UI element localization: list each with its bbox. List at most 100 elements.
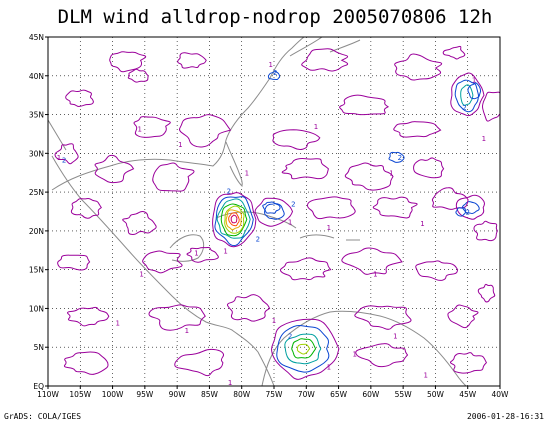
- y-tick-label: 10N: [29, 304, 44, 313]
- coast-south-america: [261, 310, 467, 386]
- contour-level-1: [442, 45, 466, 60]
- contour-hurricane-core-1: [212, 192, 257, 248]
- y-axis-ticks: EQ 5N 10N 15N 20N 25N 30N 35N 40N 45N: [29, 33, 48, 391]
- contour-itcz-max-5: [296, 343, 311, 355]
- contour-level-2: [455, 207, 467, 217]
- contour-level-1: [372, 196, 418, 219]
- contour-level-1: [133, 116, 171, 138]
- y-tick-label: 40N: [29, 72, 44, 81]
- contour-itcz-max-2: [276, 325, 330, 373]
- contour-label: 1: [272, 317, 276, 325]
- coast-us-gulf: [51, 37, 305, 191]
- contour-level-1: [272, 129, 321, 151]
- contour-label: 1: [269, 61, 273, 69]
- contour-hurricane-core-2: [214, 196, 254, 247]
- contour-hurricane-core-3: [216, 198, 251, 239]
- contour-level-1: [94, 154, 135, 184]
- contour-level-1: [341, 247, 403, 275]
- contour-label: 1: [472, 77, 476, 85]
- y-tick-label: 15N: [29, 266, 44, 275]
- y-tick-label: 45N: [29, 33, 44, 42]
- y-tick-label: EQ: [33, 382, 44, 391]
- contour-label: 1: [352, 350, 356, 358]
- x-tick-label: 110W: [37, 390, 59, 399]
- contour-label: 1: [185, 327, 189, 335]
- contour-label: 2: [288, 333, 292, 341]
- contour-label: 2: [62, 157, 66, 165]
- contour-level-1: [413, 157, 445, 179]
- contour-itcz-max-3: [284, 333, 322, 365]
- contour-level-1: [65, 89, 94, 107]
- contour-north-atlantic-max-1: [450, 72, 485, 117]
- x-tick-label: 85W: [201, 390, 219, 399]
- x-tick-label: 70W: [298, 390, 316, 399]
- contour-label: 2: [273, 69, 277, 77]
- x-tick-label: 65W: [330, 390, 348, 399]
- x-tick-label: 80W: [233, 390, 251, 399]
- y-tick-label: 30N: [29, 149, 44, 158]
- y-tick-label: 25N: [29, 188, 44, 197]
- y-tick-label: 20N: [29, 227, 44, 236]
- contour-label: 1: [420, 220, 424, 228]
- contour-label: 2: [291, 201, 295, 209]
- contour-label: 1: [482, 135, 486, 143]
- x-tick-label: 90W: [169, 390, 187, 399]
- x-tick-label: 45W: [459, 390, 477, 399]
- footer-credit: GrADS: COLA/IGES: [4, 412, 82, 421]
- x-tick-label: 55W: [395, 390, 413, 399]
- contour-label: 1: [327, 364, 331, 372]
- coastlines: [48, 37, 467, 386]
- contour-level-1: [393, 121, 442, 138]
- contour-label: 1: [116, 319, 120, 327]
- contour-north-atlantic-max-2: [454, 79, 480, 113]
- contour-label: 2: [462, 104, 466, 112]
- contour-label: 1: [178, 141, 182, 149]
- contour-hurricane-core-6: [225, 209, 243, 231]
- contour-level-1: [339, 94, 390, 116]
- contour-label: 2: [256, 236, 260, 244]
- contour-level-1: [148, 304, 206, 331]
- footer-timestamp: 2006-01-28-16:31: [466, 412, 544, 421]
- contour-label: 1: [424, 371, 428, 379]
- contour-label: 1: [223, 247, 227, 255]
- contour-itcz-max-1: [271, 318, 340, 380]
- contour-hurricane-core-5: [224, 205, 245, 234]
- contour-level-1: [152, 162, 195, 192]
- y-tick-label: 5N: [34, 343, 44, 352]
- contour-level-1: [67, 306, 110, 327]
- contour-label: 1: [327, 224, 331, 232]
- contour-level-1: [179, 114, 232, 148]
- contour-label: 1: [245, 170, 249, 178]
- x-tick-label: 40W: [492, 390, 510, 399]
- y-tick-label: 35N: [29, 111, 44, 120]
- contour-label: 1: [389, 170, 393, 178]
- contour-level-1: [109, 51, 147, 73]
- contour-level-2: [262, 201, 281, 214]
- contour-level-2: [467, 82, 482, 100]
- x-tick-label: 75W: [266, 390, 284, 399]
- contour-level-1: [415, 260, 459, 281]
- contour-level-1: [177, 52, 207, 69]
- x-tick-label: 60W: [362, 390, 380, 399]
- contour-level-1: [355, 343, 409, 368]
- contour-label: 1: [57, 154, 61, 162]
- contour-level-1: [142, 250, 183, 274]
- contour-level-1: [57, 254, 91, 271]
- coast-mexico: [51, 155, 275, 386]
- contour-hurricane-core-7: [228, 212, 240, 227]
- contour-level-1: [473, 220, 498, 242]
- contour-east-atlantic-anomaly-2: [461, 201, 480, 214]
- contour-label: 2: [465, 209, 469, 217]
- contour-level-1: [307, 196, 356, 220]
- x-tick-label: 105W: [69, 390, 91, 399]
- contour-level-1: [449, 352, 487, 374]
- contour-level-1: [122, 211, 157, 235]
- contour-label: 1: [288, 219, 292, 227]
- contour-level-1: [482, 91, 500, 122]
- coast-florida: [225, 141, 243, 187]
- contour-label: 1: [393, 333, 397, 341]
- x-tick-label: 50W: [427, 390, 445, 399]
- contour-level-2: [267, 70, 281, 81]
- x-axis-ticks: 110W 105W 100W 95W 90W 85W 80W 75W 70W 65W 60W 55W 5…: [37, 386, 509, 399]
